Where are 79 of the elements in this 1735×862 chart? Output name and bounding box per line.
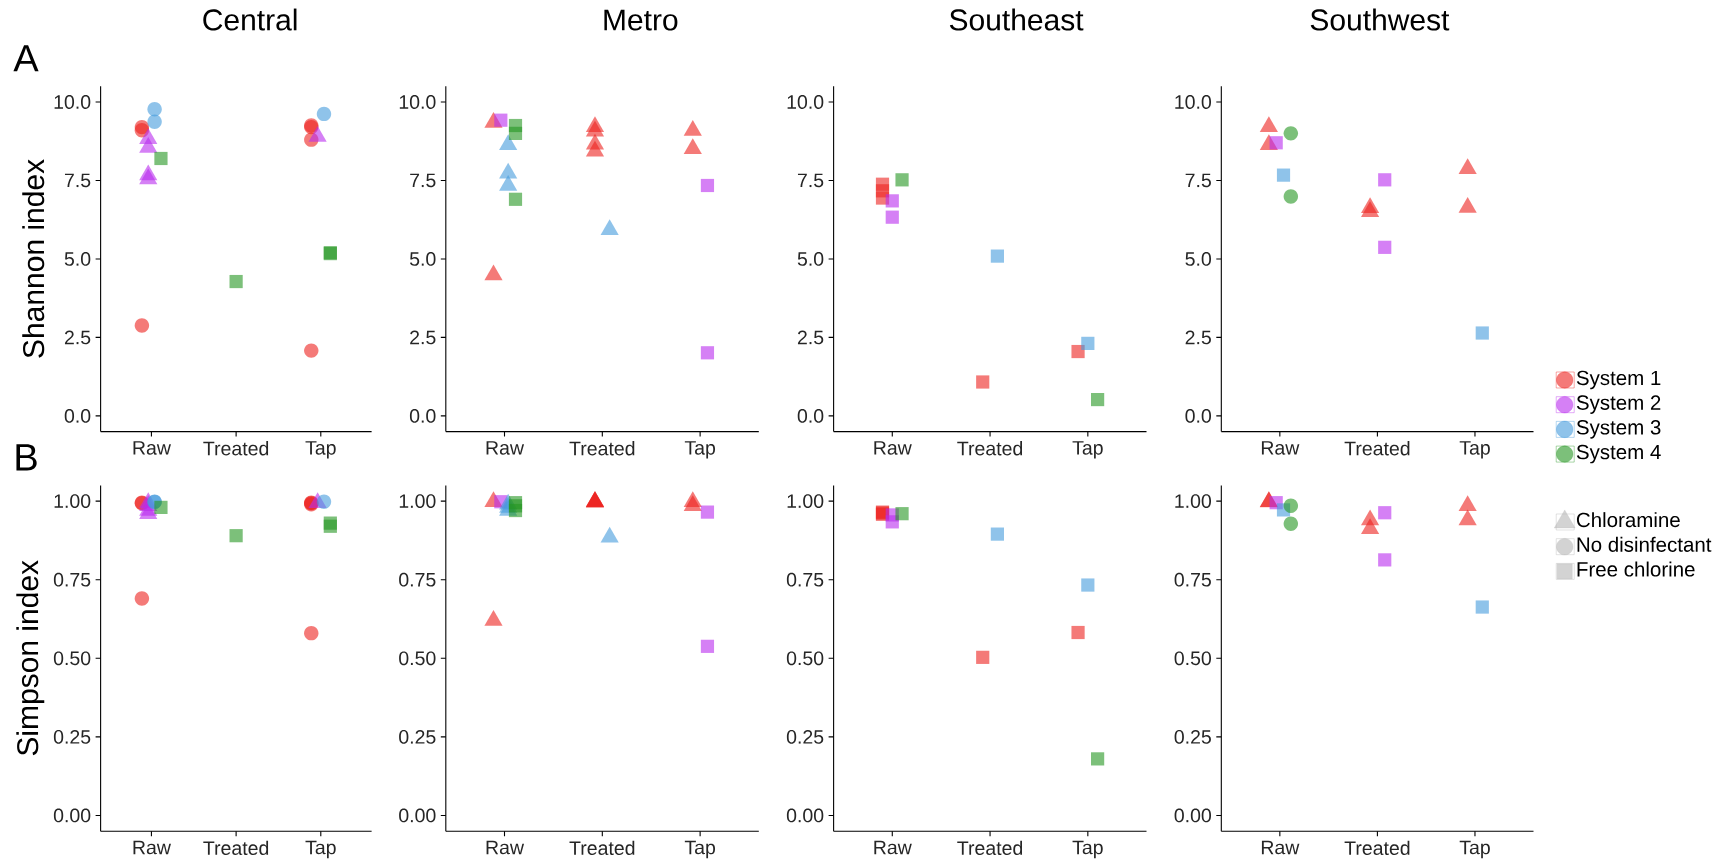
text: B <box>16 444 37 471</box>
y-tick-label: 10.0 <box>54 95 91 109</box>
y-tick-label: 0.25 <box>786 729 824 744</box>
y-tick-label: 0.75 <box>399 572 436 587</box>
y-tick-label: 0.00 <box>399 808 436 823</box>
y-tick-label: 10.0 <box>787 95 824 109</box>
y-tick-label: 1.00 <box>787 494 824 508</box>
y-tick-label: 1.00 <box>54 494 91 508</box>
x-tick-label: Tap <box>1459 840 1490 859</box>
legend-label: System 2 <box>1576 395 1661 414</box>
legend-label: System 3 <box>1576 420 1661 439</box>
y-tick-label: 0.00 <box>786 808 824 823</box>
y-tick-label: 0.75 <box>1174 572 1211 587</box>
chart-title: Southwest <box>1310 8 1450 31</box>
chart-title: Metro <box>604 9 678 31</box>
legend-label: System 4 <box>1576 444 1661 464</box>
y-tick-label: 10.0 <box>399 95 436 109</box>
y-tick-label: 0.50 <box>53 651 91 666</box>
y-tick-label: 0.25 <box>53 729 91 744</box>
x-tick-label: Tap <box>684 840 716 859</box>
y-tick-label: 10.0 <box>1175 95 1212 109</box>
y-tick-label: 7.5 <box>1185 173 1211 188</box>
y-tick-label: 1.00 <box>399 494 436 508</box>
y-tick-label: 5.0 <box>797 252 824 266</box>
y-tick-label: 2.5 <box>1185 330 1211 345</box>
text: A <box>13 45 39 72</box>
legend-label: No disinfectant <box>1577 536 1712 552</box>
y-tick-label: 0.75 <box>53 572 91 587</box>
y-tick-label: 2.5 <box>797 330 824 345</box>
y-tick-label: 5.0 <box>409 252 436 266</box>
x-tick-label: Treated <box>569 441 635 456</box>
x-tick-label: Raw <box>133 840 171 855</box>
y-tick-label: 0.25 <box>1174 729 1211 744</box>
x-tick-label: Treated <box>957 840 1023 856</box>
x-tick-label: Raw <box>486 441 525 455</box>
y-tick-label: 5.0 <box>1185 252 1212 266</box>
x-tick-label: Tap <box>305 840 336 859</box>
x-tick-label: Treated <box>203 840 269 856</box>
x-tick-label: Tap <box>1459 441 1490 459</box>
y-tick-label: 0.0 <box>797 408 824 423</box>
x-tick-label: Tap <box>305 441 336 459</box>
x-tick-label: Treated <box>203 441 269 456</box>
x-tick-label: Treated <box>569 840 635 856</box>
y-axis-title: Simpson index <box>16 560 45 756</box>
x-tick-label: Tap <box>1072 840 1103 859</box>
y-tick-label: 0.25 <box>399 729 436 744</box>
x-tick-label: Raw <box>1261 840 1300 855</box>
y-tick-label: 0.0 <box>409 408 436 423</box>
legend-label: Free chlorine <box>1577 561 1695 577</box>
y-tick-label: 0.50 <box>1174 651 1212 666</box>
x-tick-label: Raw <box>874 441 912 455</box>
legend-label: Chloramine <box>1576 512 1680 528</box>
y-tick-label: 0.0 <box>64 408 91 423</box>
y-tick-label: 2.5 <box>64 330 91 345</box>
y-tick-label: 7.5 <box>64 173 91 188</box>
y-tick-label: 0.00 <box>1174 808 1212 823</box>
y-tick-label: 0.50 <box>399 651 436 666</box>
chart-title: Southeast <box>949 8 1084 31</box>
x-tick-label: Raw <box>874 840 912 855</box>
x-tick-label: Raw <box>1261 441 1300 455</box>
y-tick-label: 1.00 <box>1175 494 1212 508</box>
y-tick-label: 0.00 <box>53 808 91 823</box>
x-tick-label: Treated <box>957 441 1023 456</box>
y-tick-label: 0.0 <box>1185 408 1212 423</box>
y-tick-label: 7.5 <box>410 173 436 188</box>
y-tick-label: 0.50 <box>786 651 824 666</box>
y-tick-label: 7.5 <box>797 173 824 188</box>
x-tick-label: Tap <box>1072 441 1103 459</box>
chart-title: Central <box>203 8 297 31</box>
legend-label: System 1 <box>1576 370 1661 390</box>
x-tick-label: Raw <box>486 840 525 855</box>
x-tick-label: Treated <box>1344 840 1410 856</box>
y-axis-title: Shannon index <box>22 159 45 358</box>
y-tick-label: 2.5 <box>410 330 436 345</box>
x-tick-label: Treated <box>1344 441 1410 456</box>
x-tick-label: Raw <box>133 441 171 455</box>
x-tick-label: Tap <box>684 441 716 459</box>
y-tick-label: 5.0 <box>64 252 91 266</box>
y-tick-label: 0.75 <box>786 572 824 587</box>
